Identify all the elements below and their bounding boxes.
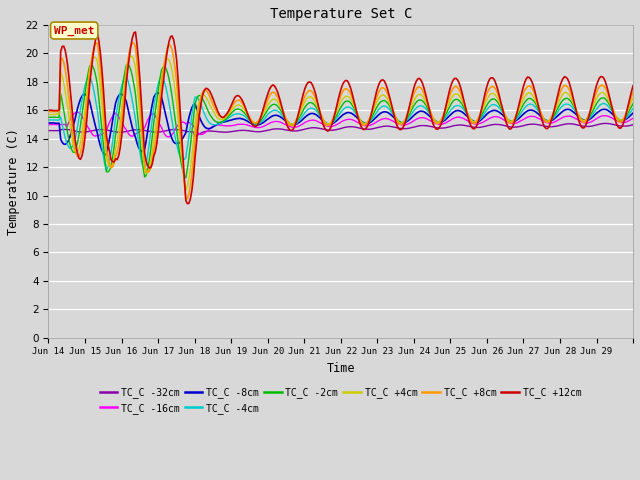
- TC_C +12cm: [348, 91, 356, 96]
- TC_C -16cm: [165, 134, 173, 140]
- TC_C -32cm: [45, 128, 52, 133]
- TC_C +12cm: [184, 201, 191, 206]
- TC_C -16cm: [629, 115, 637, 121]
- TC_C -8cm: [628, 112, 636, 118]
- TC_C -8cm: [552, 115, 559, 121]
- TC_C -4cm: [102, 168, 110, 174]
- TC_C -32cm: [550, 124, 557, 130]
- TC_C +12cm: [132, 29, 140, 35]
- TC_C -4cm: [552, 113, 559, 119]
- TC_C -8cm: [465, 114, 472, 120]
- TC_C +8cm: [629, 89, 637, 95]
- TC_C -32cm: [463, 123, 470, 129]
- TC_C -16cm: [628, 116, 636, 122]
- TC_C -4cm: [45, 117, 52, 123]
- TC_C -4cm: [348, 106, 356, 112]
- TC_C -4cm: [83, 78, 90, 84]
- TC_C -8cm: [83, 93, 90, 98]
- TC_C -8cm: [629, 110, 637, 116]
- TC_C -4cm: [65, 144, 72, 149]
- TC_C -8cm: [154, 90, 162, 96]
- TC_C -8cm: [65, 138, 72, 144]
- TC_C -32cm: [629, 122, 637, 128]
- Legend: TC_C -32cm, TC_C -16cm, TC_C -8cm, TC_C -4cm, TC_C -2cm, TC_C +4cm, TC_C +8cm, T: TC_C -32cm, TC_C -16cm, TC_C -8cm, TC_C …: [96, 383, 586, 418]
- TC_C +4cm: [629, 95, 637, 101]
- Line: TC_C -4cm: TC_C -4cm: [49, 76, 633, 171]
- TC_C -16cm: [552, 119, 559, 124]
- TC_C -4cm: [157, 73, 165, 79]
- TC_C +4cm: [552, 107, 559, 113]
- Line: TC_C -16cm: TC_C -16cm: [49, 112, 633, 137]
- TC_C +4cm: [465, 112, 472, 118]
- TC_C +12cm: [45, 108, 52, 113]
- TC_C -2cm: [628, 104, 636, 109]
- TC_C +12cm: [465, 115, 472, 121]
- TC_C +8cm: [552, 104, 559, 110]
- Line: TC_C -2cm: TC_C -2cm: [49, 64, 633, 178]
- TC_C -32cm: [628, 122, 636, 128]
- TC_C +12cm: [629, 83, 637, 89]
- Y-axis label: Temperature (C): Temperature (C): [7, 128, 20, 235]
- X-axis label: Time: Time: [326, 362, 355, 375]
- Line: TC_C +8cm: TC_C +8cm: [49, 43, 633, 199]
- TC_C -2cm: [348, 102, 356, 108]
- Line: TC_C -8cm: TC_C -8cm: [49, 93, 633, 155]
- TC_C +4cm: [83, 93, 90, 99]
- TC_C -2cm: [182, 175, 189, 181]
- TC_C +4cm: [127, 53, 135, 59]
- TC_C -2cm: [45, 114, 52, 120]
- Line: TC_C -32cm: TC_C -32cm: [49, 123, 633, 136]
- Title: Temperature Set C: Temperature Set C: [269, 7, 412, 21]
- TC_C -16cm: [45, 122, 52, 128]
- TC_C -4cm: [465, 113, 472, 119]
- TC_C -16cm: [65, 120, 72, 126]
- Line: TC_C +12cm: TC_C +12cm: [49, 32, 633, 204]
- TC_C -2cm: [124, 61, 132, 67]
- TC_C +8cm: [465, 112, 472, 118]
- TC_C -16cm: [74, 109, 81, 115]
- TC_C +8cm: [65, 90, 72, 96]
- TC_C -4cm: [629, 106, 637, 111]
- TC_C -32cm: [602, 120, 609, 126]
- TC_C -16cm: [348, 117, 356, 122]
- TC_C +4cm: [182, 188, 189, 193]
- TC_C +8cm: [628, 94, 636, 99]
- TC_C +8cm: [348, 95, 356, 100]
- TC_C +12cm: [552, 103, 559, 109]
- Text: WP_met: WP_met: [54, 25, 95, 36]
- TC_C -32cm: [347, 124, 355, 130]
- TC_C -2cm: [629, 101, 637, 107]
- TC_C +4cm: [628, 98, 636, 104]
- TC_C -2cm: [465, 112, 472, 118]
- Line: TC_C +4cm: TC_C +4cm: [49, 56, 633, 191]
- TC_C -2cm: [65, 134, 72, 140]
- TC_C -4cm: [628, 108, 636, 114]
- TC_C +12cm: [628, 88, 636, 94]
- TC_C -16cm: [465, 119, 472, 124]
- TC_C -32cm: [83, 129, 90, 135]
- TC_C +12cm: [83, 119, 90, 124]
- TC_C -2cm: [83, 79, 90, 84]
- TC_C -2cm: [552, 110, 559, 116]
- TC_C +4cm: [348, 99, 356, 105]
- TC_C +8cm: [83, 103, 90, 109]
- TC_C +4cm: [45, 112, 52, 118]
- TC_C -8cm: [348, 111, 356, 117]
- TC_C +8cm: [45, 108, 52, 114]
- TC_C +8cm: [129, 40, 136, 46]
- TC_C -8cm: [101, 152, 109, 158]
- TC_C -8cm: [45, 120, 52, 126]
- TC_C -16cm: [84, 125, 92, 131]
- TC_C -32cm: [65, 127, 72, 132]
- TC_C +12cm: [65, 69, 72, 74]
- TC_C +4cm: [65, 109, 72, 115]
- TC_C +8cm: [182, 196, 189, 202]
- TC_C -32cm: [191, 133, 199, 139]
